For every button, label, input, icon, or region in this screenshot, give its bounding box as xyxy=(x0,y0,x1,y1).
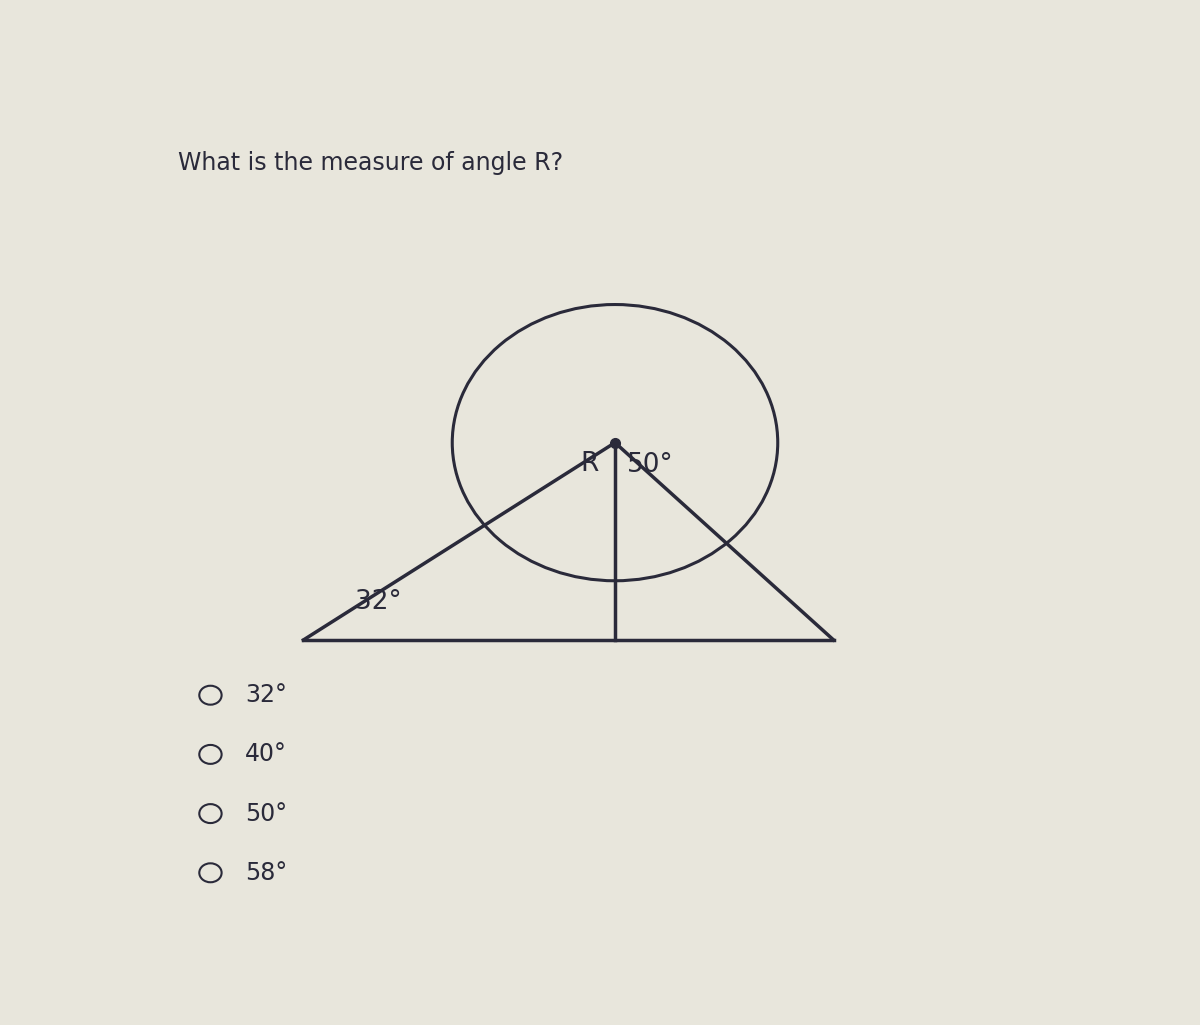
Text: 50°: 50° xyxy=(245,802,287,825)
Text: 32°: 32° xyxy=(355,588,401,615)
Text: R: R xyxy=(580,451,599,477)
Text: What is the measure of angle R?: What is the measure of angle R? xyxy=(178,151,563,174)
Text: 50°: 50° xyxy=(628,452,673,478)
Text: 32°: 32° xyxy=(245,684,287,707)
Text: 58°: 58° xyxy=(245,861,287,885)
Text: 40°: 40° xyxy=(245,742,287,767)
